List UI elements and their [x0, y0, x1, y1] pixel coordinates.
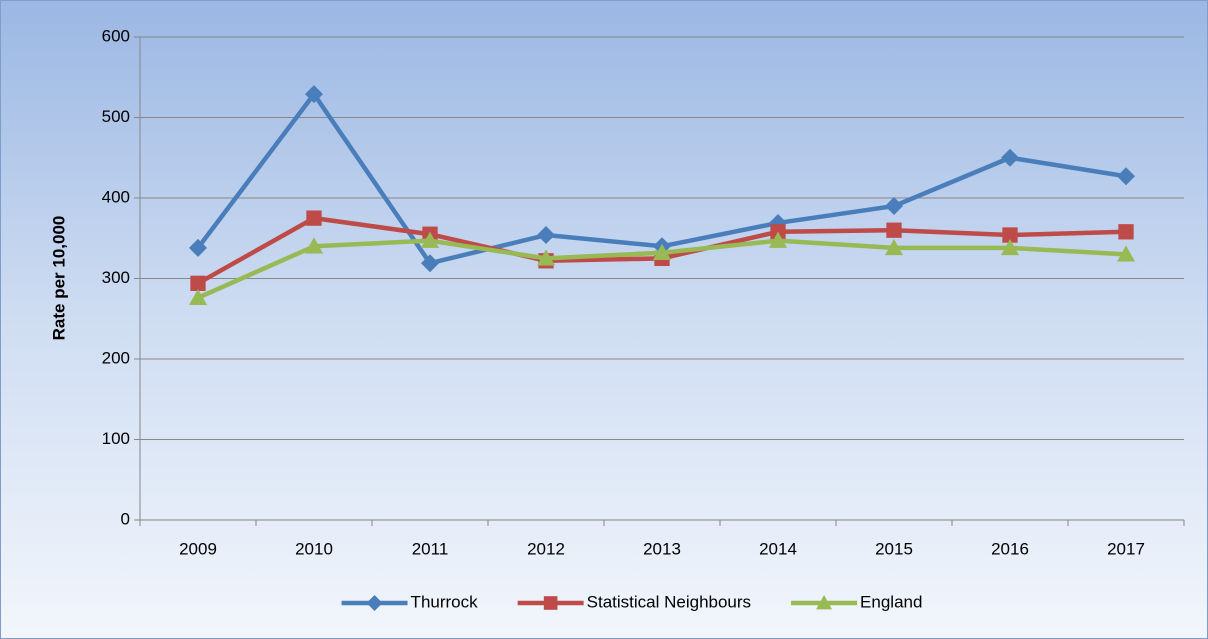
- legend-label: Thurrock: [411, 592, 479, 611]
- marker: [421, 254, 439, 273]
- y-tick-label: 600: [102, 26, 130, 45]
- marker: [190, 275, 206, 291]
- x-tick-label: 2009: [179, 539, 217, 558]
- legend-marker: [366, 595, 383, 611]
- y-tick-label: 100: [102, 429, 130, 448]
- marker: [653, 243, 671, 260]
- marker: [1002, 227, 1018, 243]
- marker: [885, 238, 903, 256]
- y-tick-label: 400: [102, 187, 130, 206]
- marker: [305, 237, 323, 254]
- marker: [1117, 167, 1135, 186]
- y-tick-label: 500: [102, 107, 130, 126]
- x-tick-label: 2017: [1107, 539, 1145, 558]
- marker: [306, 210, 322, 226]
- legend-marker: [543, 596, 558, 610]
- marker: [769, 231, 787, 248]
- y-axis-label: Rate per 10,000: [49, 216, 68, 341]
- x-tick-label: 2011: [412, 539, 449, 558]
- y-tick-label: 0: [121, 509, 130, 528]
- x-tick-label: 2015: [875, 539, 913, 558]
- marker: [885, 197, 903, 216]
- marker: [189, 238, 207, 257]
- marker: [537, 226, 555, 245]
- legend-marker: [816, 595, 833, 610]
- marker: [1118, 224, 1134, 240]
- x-tick-label: 2016: [991, 539, 1029, 558]
- marker: [305, 85, 323, 104]
- marker: [1001, 238, 1019, 256]
- marker: [189, 288, 207, 306]
- legend: Thurrock Statistical Neighbours England: [341, 592, 922, 611]
- x-tick-label: 2013: [643, 539, 681, 558]
- marker: [537, 249, 555, 266]
- x-tick-label: 2014: [759, 539, 797, 558]
- y-tick-label: 200: [102, 348, 130, 367]
- marker: [886, 222, 902, 238]
- marker: [1001, 148, 1019, 167]
- y-tick-label: 300: [102, 268, 130, 287]
- x-tick-label: 2010: [295, 539, 333, 558]
- marker: [1117, 245, 1135, 262]
- legend-label: Statistical Neighbours: [587, 592, 751, 611]
- legend-label: England: [860, 592, 922, 611]
- marker: [421, 231, 439, 248]
- x-tick-label: 2012: [527, 539, 565, 558]
